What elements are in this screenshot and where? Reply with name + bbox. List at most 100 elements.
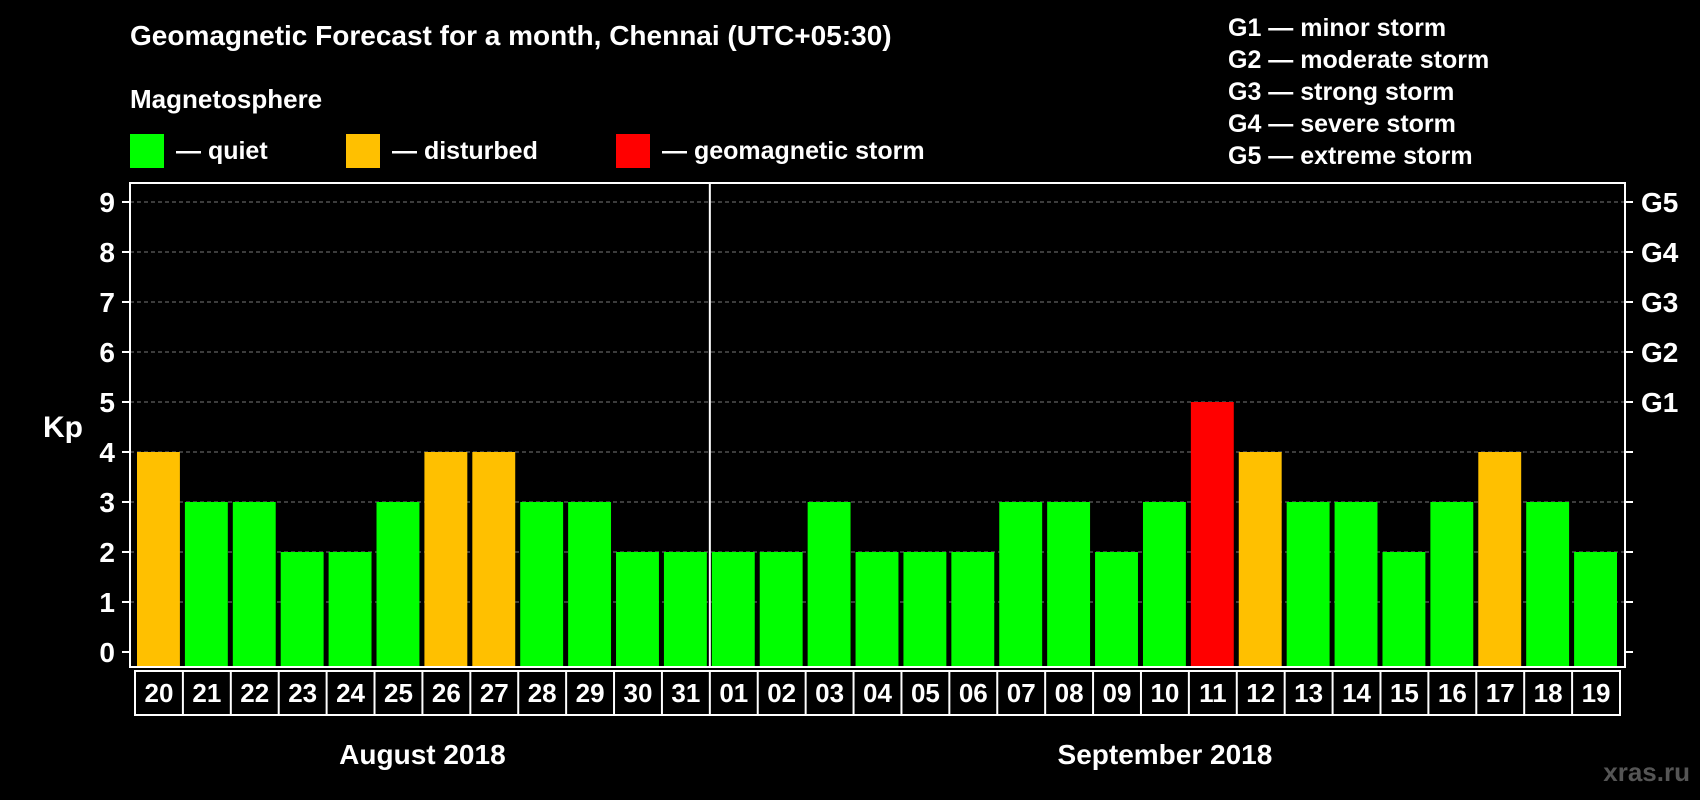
y-tick-label-8: 8 [99, 237, 115, 268]
bar-05 [903, 552, 947, 667]
date-row-frame [134, 670, 1621, 716]
date-label-11: 11 [1199, 678, 1227, 708]
date-label-20: 20 [144, 678, 173, 708]
y-tick-label-7: 7 [99, 287, 115, 318]
bar-09 [1095, 552, 1138, 667]
date-label-08: 08 [1055, 678, 1084, 708]
right-label-g5: G5 [1641, 187, 1678, 218]
right-label-g4: G4 [1641, 237, 1679, 268]
date-label-10: 10 [1150, 678, 1179, 708]
month-label-1: September 2018 [1058, 739, 1273, 770]
bar-11 [1190, 402, 1234, 667]
storm-scale-legend: G1 — minor storm G2 — moderate storm G3 … [1228, 12, 1489, 172]
bar-14 [1334, 502, 1378, 667]
legend-item-storm: — geomagnetic storm [616, 134, 925, 168]
bar-02 [759, 552, 803, 667]
date-label-25: 25 [384, 678, 413, 708]
legend-swatch-quiet [130, 134, 164, 168]
date-label-13: 13 [1294, 678, 1323, 708]
date-label-03: 03 [815, 678, 844, 708]
bar-12 [1238, 452, 1282, 667]
legend-label-storm: — geomagnetic storm [662, 136, 925, 165]
y-axis-label: Kp [43, 411, 83, 444]
bar-04 [855, 552, 899, 667]
bar-06 [951, 552, 995, 667]
legend-label-quiet: — quiet [176, 136, 268, 165]
date-label-06: 06 [959, 678, 988, 708]
y-tick-label-9: 9 [99, 187, 115, 218]
y-tick-label-1: 1 [99, 587, 115, 618]
legend-swatch-disturbed [346, 134, 380, 168]
bar-28 [520, 502, 564, 667]
date-label-22: 22 [240, 678, 269, 708]
date-label-16: 16 [1438, 678, 1467, 708]
bar-27 [472, 452, 516, 667]
bar-22 [232, 502, 276, 667]
chart-title: Geomagnetic Forecast for a month, Chenna… [130, 20, 892, 51]
bar-07 [999, 502, 1043, 667]
legend-label-disturbed: — disturbed [392, 136, 538, 165]
bar-10 [1142, 502, 1186, 667]
legend-swatch-storm [616, 134, 650, 168]
date-label-07: 07 [1007, 678, 1036, 708]
bar-30 [616, 552, 659, 667]
date-label-27: 27 [480, 678, 509, 708]
right-label-g2: G2 [1641, 337, 1678, 368]
right-label-g1: G1 [1641, 387, 1678, 418]
bar-20 [137, 452, 180, 667]
watermark: xras.ru [1603, 757, 1690, 787]
date-label-14: 14 [1342, 678, 1371, 708]
bar-01 [711, 552, 755, 667]
bar-08 [1047, 502, 1091, 667]
date-label-12: 12 [1246, 678, 1275, 708]
bar-23 [280, 552, 324, 667]
date-label-19: 19 [1582, 678, 1611, 708]
y-tick-label-0: 0 [99, 637, 115, 668]
storm-scale-g3: G3 — strong storm [1228, 78, 1455, 106]
bar-15 [1382, 552, 1426, 667]
storm-scale-g1: G1 — minor storm [1228, 14, 1447, 42]
date-label-17: 17 [1486, 678, 1515, 708]
date-label-01: 01 [719, 678, 748, 708]
legend-heading: Magnetosphere [130, 84, 323, 114]
date-label-05: 05 [911, 678, 940, 708]
legend-item-disturbed: — disturbed [346, 134, 538, 168]
y-tick-label-2: 2 [99, 537, 115, 568]
date-label-29: 29 [576, 678, 605, 708]
bar-26 [424, 452, 468, 667]
y-tick-label-6: 6 [99, 337, 115, 368]
right-label-g3: G3 [1641, 287, 1678, 318]
date-label-09: 09 [1103, 678, 1132, 708]
date-label-28: 28 [528, 678, 557, 708]
date-label-15: 15 [1390, 678, 1419, 708]
storm-scale-g2: G2 — moderate storm [1228, 46, 1490, 74]
bar-18 [1526, 502, 1570, 667]
date-label-04: 04 [863, 678, 892, 708]
date-label-02: 02 [767, 678, 796, 708]
legend-item-quiet: — quiet [130, 134, 268, 168]
date-label-21: 21 [192, 678, 221, 708]
y-tick-label-5: 5 [99, 387, 115, 418]
bar-16 [1430, 502, 1474, 667]
bar-29 [568, 502, 612, 667]
bar-24 [328, 552, 372, 667]
date-label-23: 23 [288, 678, 317, 708]
bar-25 [376, 502, 420, 667]
y-tick-label-4: 4 [99, 437, 115, 468]
date-label-30: 30 [624, 678, 653, 708]
bar-31 [663, 552, 707, 667]
date-label-24: 24 [336, 678, 365, 708]
date-label-26: 26 [432, 678, 461, 708]
bar-19 [1574, 552, 1617, 667]
bar-21 [184, 502, 228, 667]
storm-scale-g5: G5 — extreme storm [1228, 142, 1473, 170]
date-label-18: 18 [1534, 678, 1563, 708]
plot-frame [129, 182, 1626, 668]
bar-13 [1286, 502, 1330, 667]
y-tick-label-3: 3 [99, 487, 115, 518]
month-label-0: August 2018 [339, 739, 506, 770]
storm-scale-g4: G4 — severe storm [1228, 110, 1456, 138]
bar-03 [807, 502, 851, 667]
date-label-31: 31 [671, 678, 700, 708]
